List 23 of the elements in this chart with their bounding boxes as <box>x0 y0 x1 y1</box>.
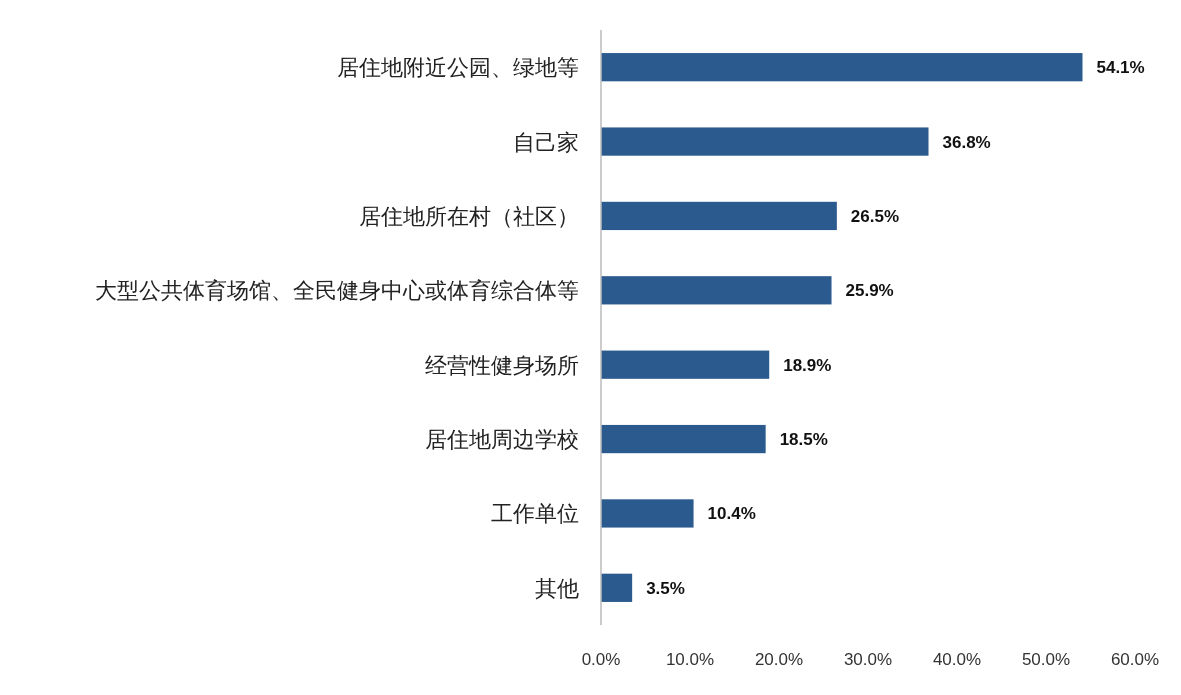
data-label: 54.1% <box>1096 58 1145 78</box>
y-tick-label: 经营性健身场所 <box>425 352 579 378</box>
data-label: 3.5% <box>646 578 685 598</box>
y-tick-label: 工作单位 <box>491 501 579 527</box>
data-label: 18.9% <box>783 355 832 375</box>
data-label: 10.4% <box>707 504 756 524</box>
y-tick-label: 居住地周边学校 <box>425 427 579 453</box>
data-label: 25.9% <box>845 281 894 301</box>
x-tick-label: 60.0% <box>1110 650 1160 669</box>
data-label: 26.5% <box>850 206 900 226</box>
y-tick-label: 大型公共体育场馆、全民健身中心或体育综合体等 <box>95 278 579 304</box>
x-tick-label: 10.0% <box>665 650 715 669</box>
data-label: 18.5% <box>779 430 828 450</box>
data-label: 36.8% <box>942 132 991 152</box>
x-tick-label: 0.0% <box>581 650 621 669</box>
x-tick-label: 30.0% <box>843 650 893 669</box>
y-tick-label: 其他 <box>535 575 579 601</box>
x-tick-label: 20.0% <box>754 650 804 669</box>
y-tick-label: 居住地所在村（社区） <box>359 203 579 229</box>
x-tick-label: 50.0% <box>1021 650 1071 669</box>
y-tick-label: 居住地附近公园、绿地等 <box>337 55 579 81</box>
y-tick-label: 自己家 <box>513 129 579 155</box>
x-tick-label: 40.0% <box>932 650 982 669</box>
